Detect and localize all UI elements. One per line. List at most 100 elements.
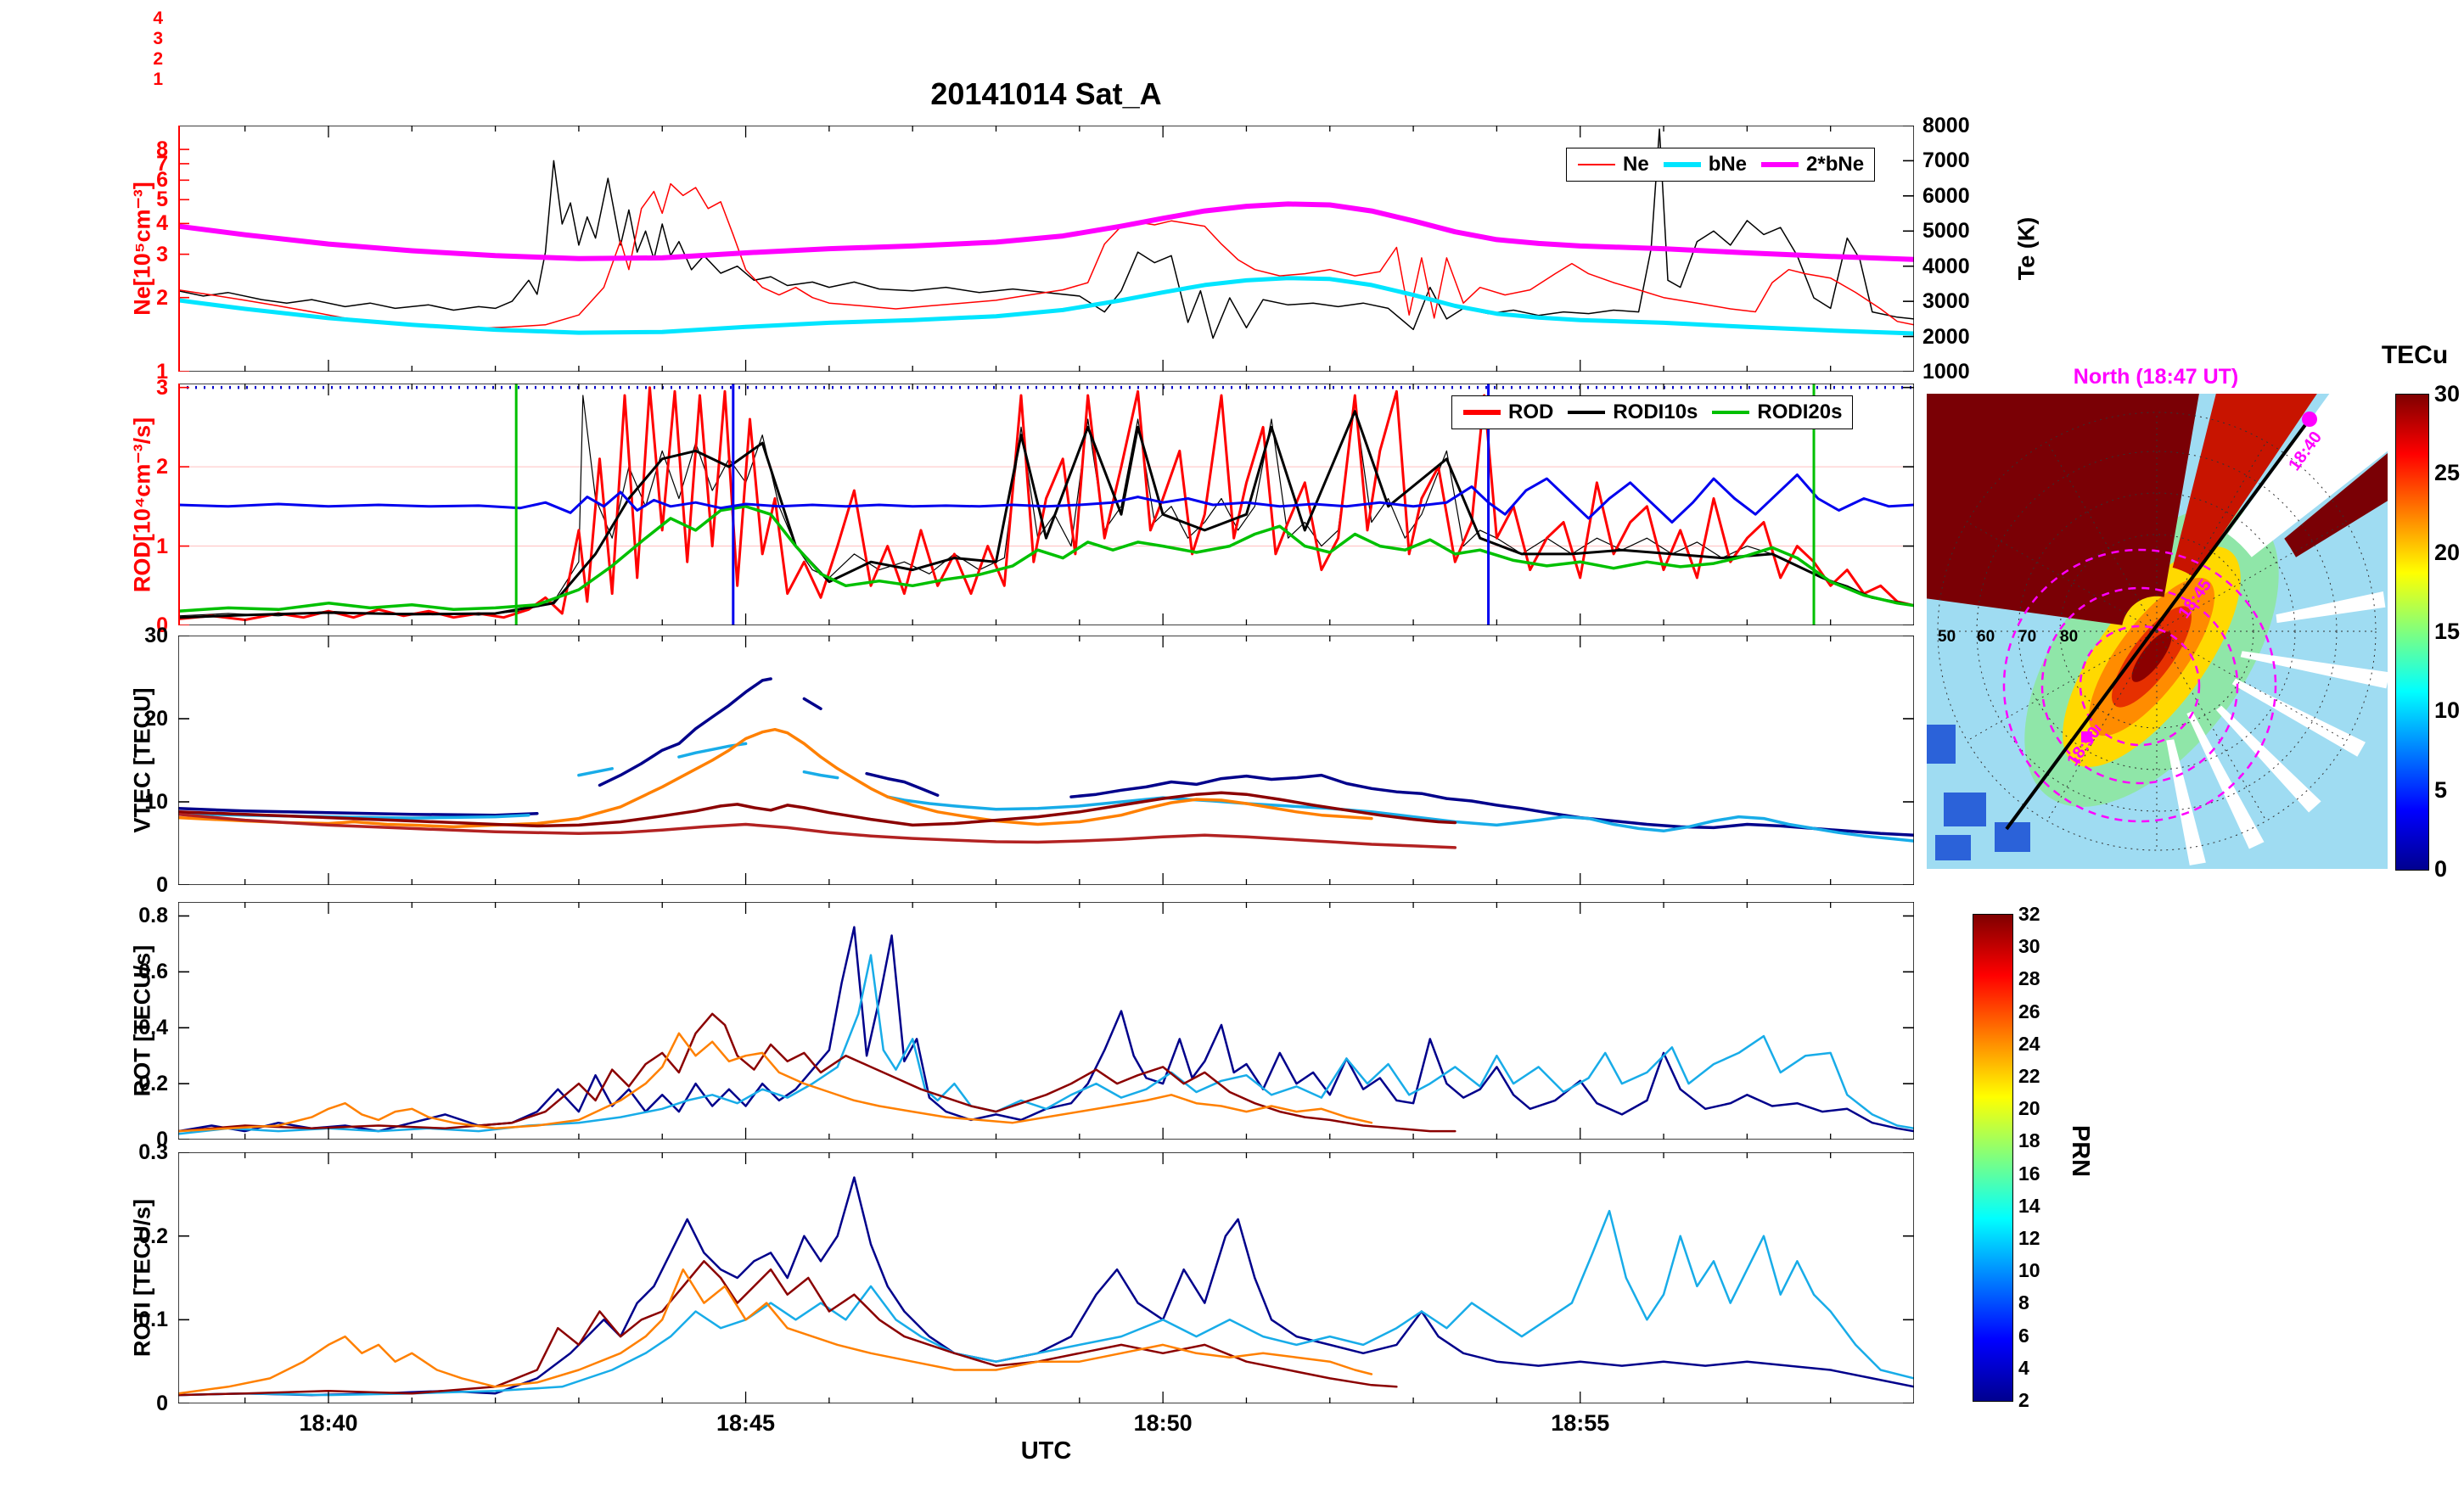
tecu-tick-label: 5 bbox=[2434, 776, 2448, 803]
y-tick-label-right: 6000 bbox=[1922, 183, 1970, 208]
tecu-colorbar-title: TECu bbox=[2381, 341, 2449, 369]
y-tick-label: 0.8 bbox=[138, 904, 168, 928]
y-tick-label: 10 bbox=[144, 790, 168, 814]
track-start-marker bbox=[2302, 412, 2317, 427]
y-tick-label: 7 bbox=[156, 151, 168, 176]
map-lat-label: 80 bbox=[2060, 628, 2078, 646]
map-region bbox=[2240, 651, 2388, 689]
y-tick-label: 0.2 bbox=[138, 1224, 168, 1248]
series-roti-orange bbox=[178, 1268, 1373, 1395]
x-axis-label: UTC bbox=[1020, 1437, 1072, 1465]
y-tick-label-right: 2000 bbox=[1922, 324, 1970, 349]
y-tick-label-right: 7000 bbox=[1922, 148, 1970, 173]
legend-item: RODI10s bbox=[1567, 401, 1698, 424]
x-tick-label: 18:55 bbox=[1551, 1410, 1610, 1436]
y-tick-label: 0 bbox=[156, 873, 168, 897]
tecu-tick-label: 15 bbox=[2434, 619, 2461, 644]
series-vtec-navy bbox=[178, 677, 1914, 837]
y-tick-label: 0.2 bbox=[138, 1072, 168, 1096]
panel-roti bbox=[178, 1152, 1914, 1403]
y-tick-label: 4 bbox=[156, 211, 168, 236]
panel-rod bbox=[178, 384, 1914, 625]
map-region bbox=[2172, 394, 2317, 577]
y-tick-label: 0.4 bbox=[138, 1016, 168, 1040]
y-tick-label: 6 bbox=[156, 168, 168, 193]
y-axis-label-vtec: VTEC [TECU] bbox=[129, 687, 155, 833]
map-region bbox=[2227, 394, 2388, 557]
legend-item-label: 2*bNe bbox=[1806, 153, 1865, 176]
x-tick-label: 18:50 bbox=[1133, 1410, 1193, 1436]
stray-ne-tick: 3 bbox=[153, 29, 163, 48]
series-vtec-orange bbox=[178, 727, 1373, 829]
y-tick-label: 2 bbox=[156, 285, 168, 310]
y-tick-label-right: 4000 bbox=[1922, 254, 1970, 278]
y-tick-label: 1 bbox=[156, 534, 168, 558]
map-region bbox=[2215, 705, 2321, 813]
legend-item-label: bNe bbox=[1708, 153, 1748, 176]
legend-item-label: RODI10s bbox=[1613, 401, 1698, 423]
series-vtec-darkred bbox=[178, 791, 1457, 828]
y-tick-label: 3 bbox=[156, 375, 168, 400]
map-region bbox=[2186, 711, 2265, 849]
legend-rod: ROD RODI10s RODI20s bbox=[1451, 395, 1854, 429]
y-tick-label: 1 bbox=[156, 360, 168, 384]
track-marker bbox=[2081, 731, 2092, 742]
series-RODI20s bbox=[178, 505, 1914, 613]
tecu-tick-label: 10 bbox=[2434, 697, 2461, 724]
prn-tick-label: 26 bbox=[2018, 1000, 2040, 1022]
map-region bbox=[2166, 739, 2206, 865]
prn-tick-label: 6 bbox=[2018, 1324, 2029, 1347]
prn-tick-label: 24 bbox=[2018, 1032, 2040, 1055]
tecu-tick-label: 30 bbox=[2434, 381, 2461, 406]
stray-ne-tick: 1 bbox=[153, 70, 163, 89]
prn-colorbar-label: PRN bbox=[2067, 1124, 2095, 1178]
map-region bbox=[1927, 394, 2199, 625]
prn-tick-label: 22 bbox=[2018, 1065, 2040, 1087]
series-vtec-skyblue bbox=[178, 742, 1914, 843]
y-tick-label: 0.6 bbox=[138, 960, 168, 984]
prn-tick-label: 10 bbox=[2018, 1259, 2040, 1282]
y-axis-label-roti: ROTI [TECU/s] bbox=[129, 1199, 155, 1357]
satellite-track bbox=[2005, 417, 2311, 831]
y-axis-label-right: Te (K) bbox=[2013, 216, 2040, 281]
y-tick-label: 30 bbox=[144, 624, 168, 647]
series-rot-skyblue bbox=[178, 954, 1914, 1135]
series-Ne bbox=[178, 182, 1914, 329]
series-bNe bbox=[178, 276, 1914, 336]
y-tick-label: 3 bbox=[156, 242, 168, 266]
tecu-tick-label: 0 bbox=[2434, 856, 2448, 882]
legend-item: Ne bbox=[1577, 153, 1649, 176]
panel-rot bbox=[178, 902, 1914, 1140]
tecu-tick-label: 25 bbox=[2434, 460, 2461, 486]
prn-tick-label: 20 bbox=[2018, 1097, 2040, 1120]
series-RODI10s bbox=[178, 410, 1914, 619]
panel-ne bbox=[178, 126, 1914, 372]
figure-title: 20141014 Sat_A bbox=[930, 76, 1162, 111]
prn-tick-label: 14 bbox=[2018, 1194, 2040, 1217]
y-axis-label-rod: ROD[10⁴cm⁻³/s] bbox=[129, 417, 155, 592]
series-vtec-maroon bbox=[178, 812, 1457, 849]
map-lat-label: 60 bbox=[1977, 628, 1995, 646]
prn-tick-label: 8 bbox=[2018, 1291, 2029, 1314]
map-title: North (18:47 UT) bbox=[2073, 365, 2239, 389]
legend-item-label: RODI20s bbox=[1757, 401, 1843, 423]
x-tick-label: 18:45 bbox=[716, 1410, 776, 1436]
prn-tick-label: 16 bbox=[2018, 1162, 2040, 1185]
series-roti-skyblue bbox=[178, 1209, 1914, 1397]
map-lat-label: 50 bbox=[1938, 628, 1956, 646]
y-tick-label-right: 5000 bbox=[1922, 219, 1970, 244]
panel-vtec bbox=[178, 636, 1914, 885]
legend-item: RODI20s bbox=[1711, 401, 1842, 424]
series-Te bbox=[178, 128, 1914, 339]
prn-tick-label: 30 bbox=[2018, 935, 2040, 958]
tecu-tick-label: 20 bbox=[2434, 539, 2461, 565]
y-tick-label: 0 bbox=[156, 613, 168, 637]
y-tick-label: 0 bbox=[156, 1128, 168, 1151]
map-region bbox=[2284, 453, 2388, 557]
y-axis-label-ne: Ne[10⁵cm⁻³] bbox=[129, 182, 155, 316]
prn-tick-label: 32 bbox=[2018, 903, 2040, 925]
legend-item-label: ROD bbox=[1508, 401, 1554, 423]
legend-item: ROD bbox=[1462, 401, 1553, 424]
stray-ne-tick: 2 bbox=[153, 49, 163, 69]
